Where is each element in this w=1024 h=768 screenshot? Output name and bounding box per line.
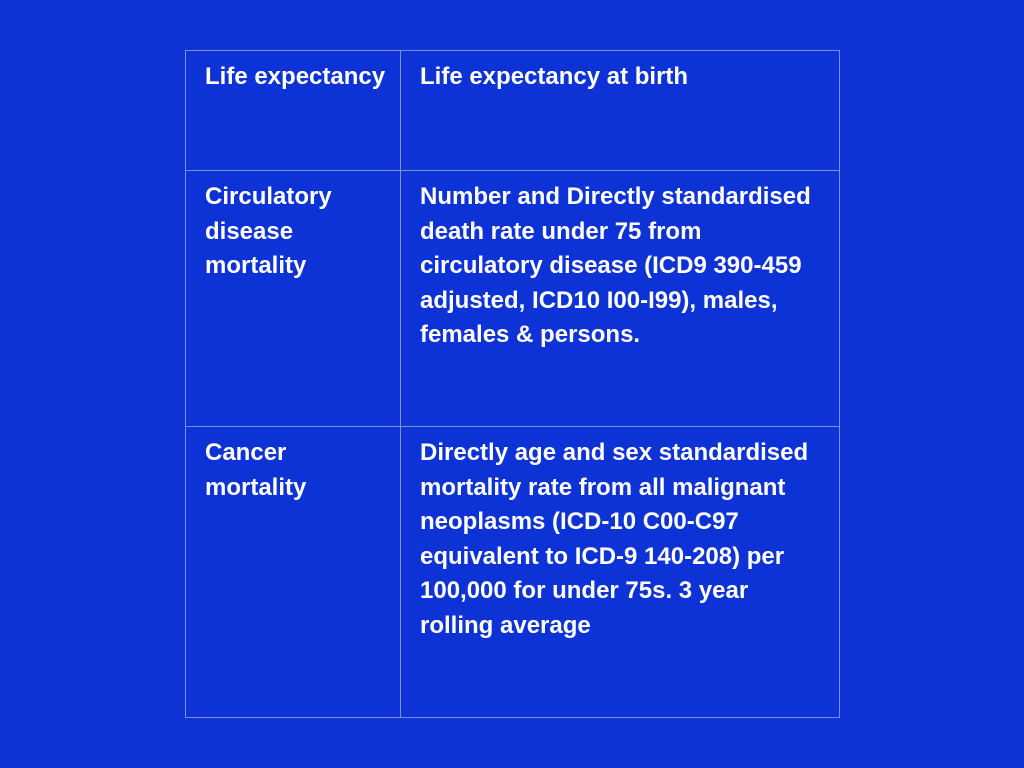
table-row: Life expectancy Life expectancy at birth xyxy=(185,50,840,171)
indicator-definition-cell: Number and Directly standardised death r… xyxy=(400,170,840,427)
indicator-name-cell: Cancer mortality xyxy=(185,426,401,718)
indicator-table: Life expectancy Life expectancy at birth… xyxy=(185,50,840,718)
indicator-definition-cell: Directly age and sex standardised mortal… xyxy=(400,426,840,718)
indicator-name-cell: Life expectancy xyxy=(185,50,401,171)
table-row: Cancer mortality Directly age and sex st… xyxy=(185,426,840,718)
indicator-definition-cell: Life expectancy at birth xyxy=(400,50,840,171)
indicator-name-cell: Circulatory disease mortality xyxy=(185,170,401,427)
table-row: Circulatory disease mortality Number and… xyxy=(185,170,840,427)
